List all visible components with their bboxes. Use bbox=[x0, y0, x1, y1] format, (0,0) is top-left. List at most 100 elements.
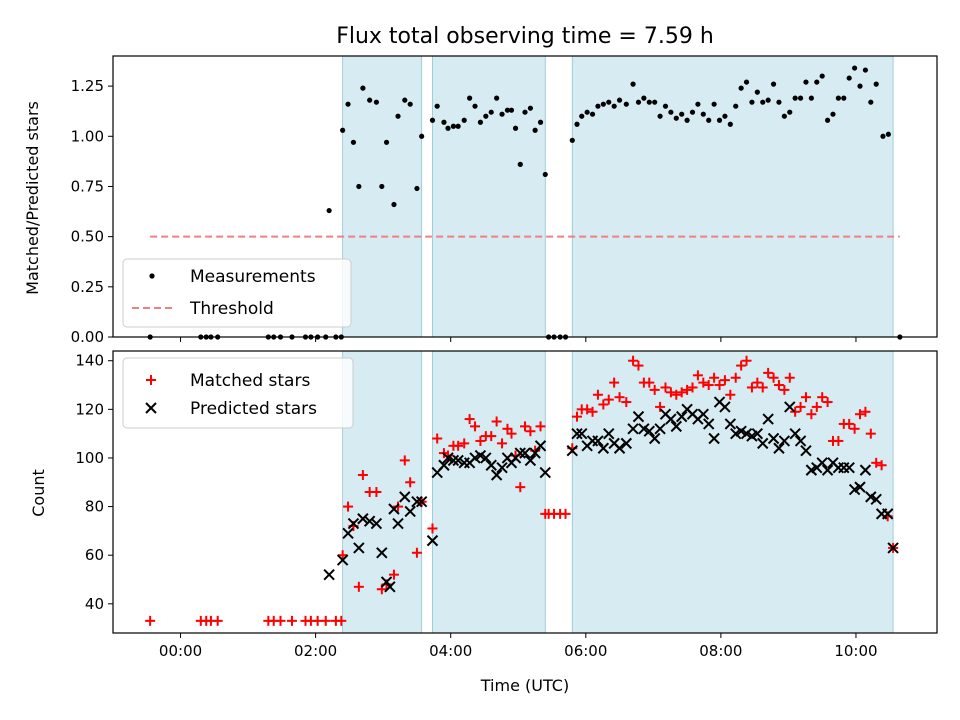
bottom-series-1-point-65 bbox=[703, 418, 715, 430]
top-series-0-point-35 bbox=[450, 123, 457, 129]
top-series-0-point-108 bbox=[841, 95, 847, 101]
bottom-series-1-point-68 bbox=[719, 401, 731, 413]
bottom-series-0-point-7 bbox=[275, 615, 286, 626]
bottom-series-0-point-31 bbox=[432, 433, 443, 444]
bottom-series-0-point-12 bbox=[320, 615, 331, 626]
bottom-x-axis-label: Time (UTC) bbox=[480, 676, 569, 695]
bottom-series-0-point-30 bbox=[427, 523, 438, 534]
bottom-series-1-point-13 bbox=[399, 491, 411, 503]
bottom-series-1-point-91-b bbox=[843, 461, 855, 474]
bottom-series-1-point-37-b bbox=[529, 447, 541, 459]
top-series-0-point-20 bbox=[360, 85, 366, 91]
bottom-series-1-point-3-b bbox=[347, 517, 360, 530]
bottom-series-1-point-79-b bbox=[778, 435, 791, 447]
bottom-series-0-point-49 bbox=[525, 426, 536, 437]
bottom-series-1-point-22 bbox=[452, 454, 464, 467]
top-series-0-point-76 bbox=[668, 109, 674, 115]
bottom-series-1-point-55 bbox=[648, 432, 661, 445]
top-series-0-point-53 bbox=[542, 171, 548, 178]
bottom-series-1-point-52-b bbox=[632, 410, 645, 423]
bottom-series-1-point-50-b bbox=[620, 437, 633, 450]
bottom-series-0-point-42 bbox=[491, 416, 502, 427]
bottom-series-1-point-60-b bbox=[675, 410, 688, 423]
top-series-0-point-47 bbox=[512, 125, 519, 131]
bottom-series-1-point-47-b bbox=[603, 427, 615, 440]
top-observing-window-1 bbox=[432, 55, 546, 338]
bottom-series-0-point-106 bbox=[833, 435, 844, 446]
top-series-0-point-92 bbox=[754, 89, 760, 95]
legend-threshold-label: Threshold bbox=[189, 299, 274, 319]
top-series-0-point-28 bbox=[407, 101, 413, 107]
top-series-0-point-97 bbox=[781, 113, 787, 119]
bottom-series-1-point-99 bbox=[887, 542, 899, 554]
bottom-series-1-point-4-b bbox=[353, 542, 365, 554]
bottom-series-1-point-42-b bbox=[576, 427, 588, 440]
bottom-series-1-point-10-b bbox=[384, 581, 396, 593]
bottom-series-1-point-49-b bbox=[613, 442, 626, 454]
bottom-series-1-point-5 bbox=[357, 513, 369, 525]
bottom-series-1-point-64 bbox=[697, 408, 710, 420]
bottom-series-0-point-65 bbox=[609, 377, 620, 388]
bottom-series-0-point-77 bbox=[676, 387, 687, 398]
top-panel: 0.00 0.25 0.50 0.75 1.00 1.25 bbox=[71, 55, 938, 346]
bottom-series-1-point-98 bbox=[881, 508, 894, 520]
bottom-series-1-point-7-b bbox=[370, 517, 383, 530]
bottom-series-1-point-6-b bbox=[363, 515, 376, 527]
bottom-series-0-point-113 bbox=[871, 457, 882, 468]
bottom-series-0-point-79 bbox=[687, 382, 698, 393]
bottom-series-0-point-100 bbox=[800, 392, 811, 403]
bottom-series-1-point-93-b bbox=[854, 481, 866, 493]
top-series-0-point-74 bbox=[657, 113, 663, 119]
top-series-0-point-46 bbox=[508, 107, 515, 113]
top-series-0-point-99 bbox=[792, 95, 798, 101]
bottom-series-1-point-14-b bbox=[404, 505, 416, 518]
top-series-0-point-51 bbox=[532, 127, 538, 133]
bottom-series-1-point-53-b bbox=[638, 423, 650, 435]
bottom-series-0-point-75 bbox=[665, 387, 676, 398]
bottom-series-1-point-45 bbox=[592, 435, 604, 447]
bottom-series-0-point-47 bbox=[515, 482, 526, 493]
bottom-series-0-point-43 bbox=[497, 438, 508, 449]
top-series-0-point-29 bbox=[414, 185, 420, 192]
top-series-0-point-64 bbox=[600, 101, 606, 107]
top-series-0-point-81 bbox=[695, 101, 701, 107]
bottom-series-1-point-59 bbox=[670, 420, 682, 433]
bottom-series-0-point-114 bbox=[876, 460, 887, 471]
bottom-series-1-point-94 bbox=[859, 464, 872, 476]
top-series-0-point-96 bbox=[776, 99, 782, 105]
bottom-series-1-point-68-b bbox=[719, 401, 731, 413]
bottom-series-0-point-93 bbox=[763, 367, 774, 378]
top-series-0-point-88 bbox=[733, 103, 739, 109]
legend-predicted-label: Predicted stars bbox=[190, 399, 317, 419]
top-series-0-point-41 bbox=[483, 113, 489, 119]
bottom-series-0-point-94 bbox=[768, 372, 779, 383]
bottom-xtick-label-5: 10:00 bbox=[834, 642, 877, 660]
bottom-series-1-point-1 bbox=[336, 554, 349, 566]
bottom-series-1-point-82-b bbox=[794, 435, 807, 447]
bottom-series-1-point-19-b bbox=[438, 459, 450, 471]
bottom-xtick-label-1: 02:00 bbox=[294, 642, 337, 660]
bottom-observing-window-1 bbox=[432, 350, 546, 634]
bottom-series-1-point-67-b bbox=[713, 396, 726, 408]
bottom-series-1-point-69 bbox=[724, 418, 737, 430]
bottom-series-0-point-89 bbox=[741, 355, 752, 366]
bottom-series-1-point-77-b bbox=[767, 432, 780, 445]
bottom-series-1-point-3 bbox=[347, 517, 360, 530]
bottom-series-0-point-101 bbox=[806, 409, 817, 420]
bottom-series-1-point-41 bbox=[571, 427, 583, 440]
bottom-series-1-point-9 bbox=[380, 576, 393, 588]
top-series-0-point-34 bbox=[445, 125, 451, 131]
bottom-series-1-point-81 bbox=[789, 427, 801, 440]
bottom-series-1-point-36 bbox=[524, 454, 537, 467]
bottom-series-0-point-87 bbox=[730, 372, 741, 383]
bottom-series-1-point-29 bbox=[490, 469, 503, 481]
bottom-series-0-point-45 bbox=[506, 428, 517, 439]
bottom-ytick-label-5: 140 bbox=[75, 352, 104, 370]
bottom-series-1-point-15 bbox=[411, 496, 423, 508]
top-ytick-label-4: 1.00 bbox=[71, 127, 104, 145]
bottom-series-1-point-6 bbox=[363, 515, 376, 527]
bottom-series-0-point-97 bbox=[784, 372, 795, 383]
bottom-ytick-label-2: 80 bbox=[85, 498, 104, 516]
top-series-0-point-71 bbox=[641, 95, 647, 101]
top-series-0-point-94 bbox=[765, 97, 771, 103]
